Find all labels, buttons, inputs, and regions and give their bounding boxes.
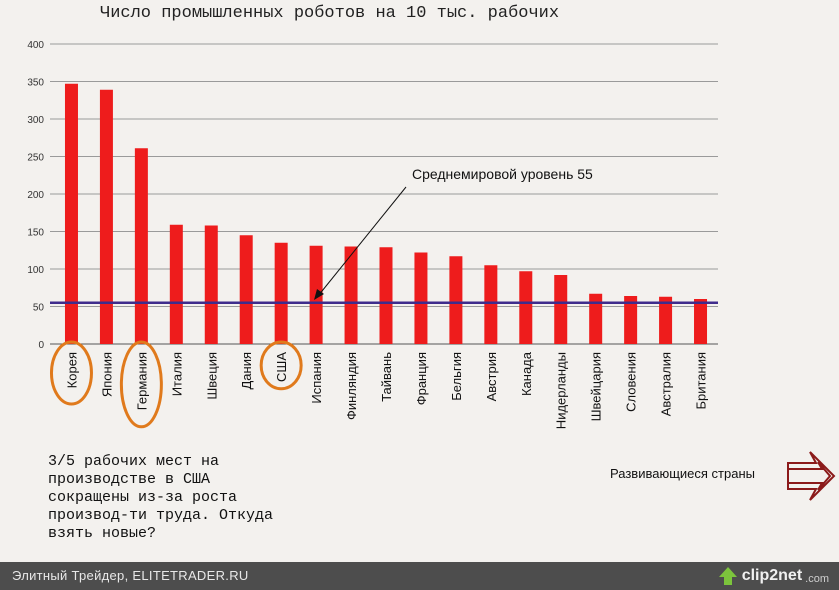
bar <box>484 265 498 344</box>
y-tick-label: 0 <box>38 340 44 351</box>
y-tick-label: 150 <box>27 228 44 239</box>
x-tick-label: Швеция <box>204 352 219 400</box>
x-tick-label: Финляндия <box>344 352 359 420</box>
brand-name: clip2net <box>741 567 803 584</box>
x-tick-label: Словения <box>624 352 639 412</box>
x-tick-label: Испания <box>309 352 324 404</box>
note-line: сокращены из-за роста <box>48 489 238 506</box>
bar <box>414 252 428 344</box>
bar <box>204 225 218 344</box>
note-text: 3/5 рабочих мест на производстве в США с… <box>48 453 348 543</box>
bar <box>449 256 463 344</box>
x-tick-label: Италия <box>169 352 184 396</box>
highlight-circle <box>259 340 303 391</box>
x-tick-label: Австрия <box>484 352 499 401</box>
brand-domain: .com <box>805 572 829 585</box>
note-line: производстве в США <box>48 471 211 488</box>
bar-chart: 0 50 100 150 200 250 300 350 400 Корея Япония Герм… <box>27 40 836 501</box>
reference-line-label: Среднемировой уровень 55 <box>412 166 593 182</box>
y-tick-label: 250 <box>27 153 44 164</box>
x-tick-label: Корея <box>64 352 79 388</box>
y-tick-label: 400 <box>27 40 44 51</box>
x-tick-label: Канада <box>519 351 534 396</box>
upload-arrow-icon <box>718 567 737 585</box>
developing-countries-label: Развивающиеся страны <box>610 466 755 481</box>
x-tick-label: Бельгия <box>449 352 464 401</box>
chart-title: Число промышленных роботов на 10 тыс. ра… <box>100 4 560 23</box>
bar <box>694 299 708 344</box>
bar <box>239 235 253 344</box>
x-tick-label: Тайвань <box>379 352 394 402</box>
x-tick-label: Франция <box>414 352 429 405</box>
y-tick-label: 50 <box>33 303 45 314</box>
bar <box>134 148 148 344</box>
bar <box>99 89 113 344</box>
bar <box>519 271 533 344</box>
bar <box>659 296 673 344</box>
highlight-circle <box>49 340 93 406</box>
brand-logo[interactable]: clip2net .com <box>717 565 829 587</box>
y-tick-label: 350 <box>27 78 44 89</box>
x-tick-label: Германия <box>134 352 149 410</box>
note-line: 3/5 рабочих мест на <box>48 453 220 470</box>
annotation-arrowhead <box>314 289 324 300</box>
x-tick-label: США <box>274 352 289 382</box>
x-tick-label: Швейцария <box>589 352 604 421</box>
note-line: производ-ти труда. Откуда <box>48 507 274 524</box>
bar <box>344 246 358 344</box>
y-tick-label: 300 <box>27 115 44 126</box>
bar <box>64 83 78 344</box>
x-tick-label: Япония <box>99 352 114 397</box>
x-tick-label: Нидерланды <box>554 352 569 429</box>
bar <box>589 293 603 344</box>
bar <box>169 224 183 344</box>
bar <box>624 296 638 344</box>
x-tick-label: Австралия <box>659 352 674 416</box>
x-tick-label: Дания <box>239 352 254 390</box>
footer-source: Элитный Трейдер, ELITETRADER.RU <box>12 568 249 583</box>
highlight-circle <box>119 340 163 429</box>
note-line: взять новые? <box>48 525 157 542</box>
bar <box>554 275 568 344</box>
y-tick-label: 100 <box>27 265 44 276</box>
y-tick-label: 200 <box>27 190 44 201</box>
bar <box>379 247 393 344</box>
bar <box>274 242 288 344</box>
x-tick-label: Британия <box>694 352 709 410</box>
footer-bar: Элитный Трейдер, ELITETRADER.RU clip2net… <box>0 562 839 590</box>
annotation-arrow <box>317 186 407 297</box>
right-arrow-icon <box>787 451 836 501</box>
